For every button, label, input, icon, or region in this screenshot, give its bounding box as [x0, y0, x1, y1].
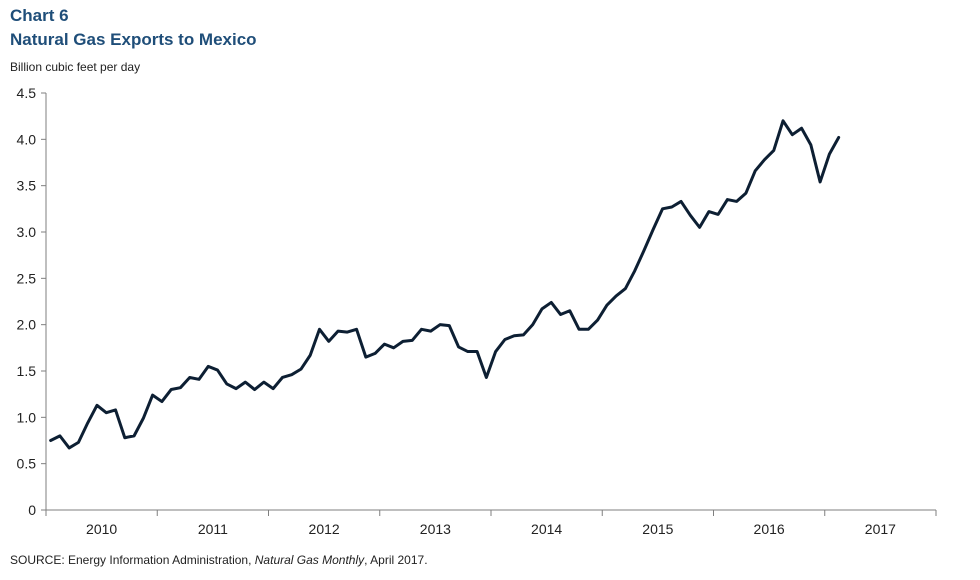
y-tick-label: 2.0	[17, 317, 37, 333]
x-tick-label: 2012	[309, 521, 340, 537]
source-publication: Natural Gas Monthly	[254, 553, 365, 567]
y-tick-label: 2.5	[17, 270, 37, 286]
y-tick-label: 0	[28, 502, 36, 518]
y-tick-label: 0.5	[17, 456, 37, 472]
x-tick-label: 2013	[420, 521, 451, 537]
series-line	[49, 119, 841, 450]
y-axis: 0 0.5 1.0 1.5 2.0 2.5 3.0 3.5 4.0 4.5	[17, 85, 47, 518]
x-tick-label: 2016	[754, 521, 785, 537]
series-group	[49, 119, 841, 450]
y-axis-unit-label: Billion cubic feet per day	[10, 60, 141, 74]
y-tick-label: 4.0	[17, 131, 37, 147]
y-tick-label: 4.5	[17, 85, 37, 101]
y-tick-label: 1.0	[17, 409, 37, 425]
line-chart: 00.51.01.52.02.53.03.54.04.5 2010 2011 201…	[17, 85, 937, 537]
x-tick-label: 2014	[531, 521, 562, 537]
x-axis: 2010 2011 2012 2013 2014 2015 2016 2017	[45, 509, 937, 537]
x-tick-label: 2015	[642, 521, 673, 537]
x-tick-label: 2010	[86, 521, 117, 537]
source-suffix: , April 2017.	[364, 553, 428, 567]
chart-number: Chart 6	[10, 6, 69, 25]
x-tick-label: 2011	[198, 521, 228, 537]
chart-title: Natural Gas Exports to Mexico	[10, 30, 257, 49]
y-tick-label: 3.5	[17, 178, 37, 194]
x-tick-label: 2017	[865, 521, 896, 537]
y-tick-label: 1.5	[17, 363, 37, 379]
source-prefix: SOURCE: Energy Information Administratio…	[10, 553, 255, 567]
source-note: SOURCE: Energy Information Administratio…	[10, 553, 428, 567]
y-tick-label: 3.0	[17, 224, 37, 240]
